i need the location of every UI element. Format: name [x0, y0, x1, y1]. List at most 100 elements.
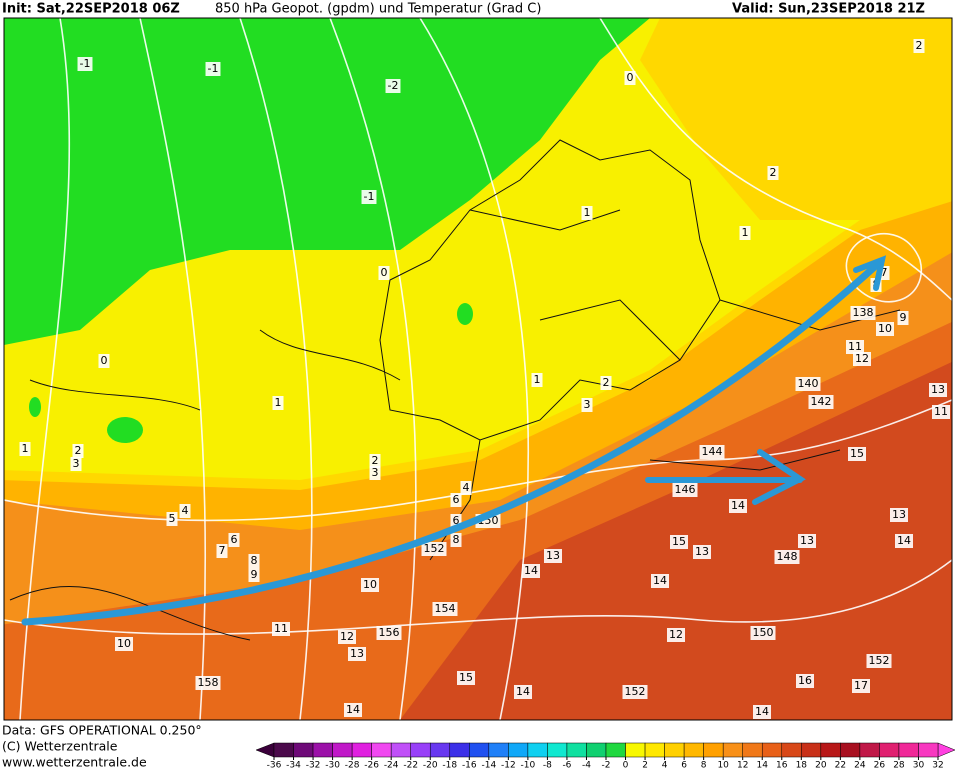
contour-label-box	[195, 676, 221, 690]
colorbar-tick-label: -16	[462, 761, 477, 770]
contour-label: 8	[251, 554, 258, 567]
contour-label: 14	[897, 534, 911, 547]
map-frame	[3, 17, 953, 721]
colorbar-tick-label: 10	[717, 761, 729, 770]
contour-label: 12	[340, 630, 354, 643]
contour-label: 14	[731, 499, 745, 512]
contour-label: 1	[534, 373, 541, 386]
isohypse	[19, 18, 71, 720]
colorbar-tick-label: -10	[521, 761, 536, 770]
colorbar-bin	[879, 742, 900, 758]
flow-arrow-head	[853, 255, 887, 291]
contour-label: 13	[800, 534, 814, 547]
colorbar-bin	[644, 742, 665, 758]
contour-label-box	[457, 671, 475, 685]
contour-label: 12	[855, 352, 869, 365]
colorbar-bin	[781, 742, 802, 758]
contour-label: 1	[742, 226, 749, 239]
colorbar-bin	[742, 742, 763, 758]
colorbar-tick-label: 22	[835, 761, 846, 770]
contour-label-box	[581, 206, 593, 220]
contour-label-box	[361, 190, 377, 204]
colorbar-bin	[547, 742, 568, 758]
contour-label: 4	[463, 481, 470, 494]
footer-data: Data: GFS OPERATIONAL 0.250°	[2, 723, 202, 738]
contour-label: 2	[916, 39, 923, 52]
colorbar-bin	[508, 742, 529, 758]
contour-label: 11	[934, 405, 948, 418]
isohypse	[845, 233, 923, 303]
contour-label-box	[544, 549, 562, 563]
colorbar-tick-label: 0	[623, 761, 629, 770]
colorbar-tick-label: -12	[501, 761, 516, 770]
colorbar-bin	[683, 742, 704, 758]
contour-label-box	[19, 442, 31, 456]
colorbar-bin	[625, 742, 646, 758]
contour-label-box	[672, 483, 698, 497]
contour-label-box	[450, 493, 462, 507]
contour-label: 156	[379, 626, 400, 639]
contour-label: 7	[881, 266, 888, 279]
contour-label: 1	[22, 442, 29, 455]
temp-green	[29, 397, 41, 417]
border	[379, 139, 721, 441]
contour-label-box	[852, 679, 870, 693]
contour-label: 16	[798, 674, 812, 687]
contour-label-box	[115, 637, 133, 651]
contour-label-box	[895, 534, 913, 548]
contour-label: 14	[653, 574, 667, 587]
contour-label-box	[344, 703, 362, 717]
contour-label-box	[848, 447, 866, 461]
contour-label: 3	[73, 457, 80, 470]
contour-label-box	[913, 39, 925, 53]
contour-label: 152	[869, 654, 890, 667]
colorbar-bin	[801, 742, 822, 758]
colorbar-bin	[566, 742, 587, 758]
colorbar-tick-label: 32	[932, 761, 943, 770]
contour-label: 9	[251, 568, 258, 581]
contour-label-box	[272, 396, 284, 410]
contour-label: 3	[584, 398, 591, 411]
contour-label-box	[739, 226, 751, 240]
contour-label: 8	[453, 533, 460, 546]
colorbar-bin	[898, 742, 919, 758]
contour-label-box	[624, 71, 636, 85]
contour-label: 14	[755, 705, 769, 718]
contour-label-box	[72, 444, 84, 458]
contour-label-box	[248, 568, 260, 582]
contour-label-box	[272, 622, 290, 636]
contour-label: 9	[900, 311, 907, 324]
colorbar-tick-label: -32	[306, 761, 321, 770]
contour-label: 17	[854, 679, 868, 692]
contour-label-box	[450, 514, 462, 528]
contour-label: 2	[770, 166, 777, 179]
colorbar-bin	[859, 742, 880, 758]
colorbar-tick-label: 4	[662, 761, 668, 770]
colorbar-bin	[820, 742, 841, 758]
contour-label: 6	[453, 514, 460, 527]
contour-label-box	[450, 533, 462, 547]
contour-label: -1	[208, 62, 219, 75]
colorbar-tick-label: 14	[757, 761, 769, 770]
contour-label: 2	[603, 376, 610, 389]
contour-label: 12	[669, 628, 683, 641]
contour-label-box	[808, 395, 834, 409]
contour-label: -2	[388, 79, 399, 92]
colorbar-bin	[761, 742, 783, 758]
contour-label: 13	[931, 383, 945, 396]
colorbar-bin	[371, 742, 392, 758]
colorbar-bin	[332, 742, 353, 758]
contour-label: 146	[675, 483, 696, 496]
contour-label-box	[897, 311, 909, 325]
colorbar-bin	[605, 742, 626, 758]
contour-label: 10	[117, 637, 131, 650]
colorbar: -36 -34 -32 -30 -28 -26 -24 -22 -20 -18 -16 -14 -12-…	[255, 742, 956, 770]
contour-label: 138	[853, 306, 874, 319]
isohypse	[239, 18, 313, 720]
contour-label-box	[767, 166, 779, 180]
contour-label-box	[378, 266, 390, 280]
colorbar-tick-label: 8	[701, 761, 707, 770]
contour-label-box	[460, 481, 472, 495]
contour-label-box	[179, 504, 191, 518]
